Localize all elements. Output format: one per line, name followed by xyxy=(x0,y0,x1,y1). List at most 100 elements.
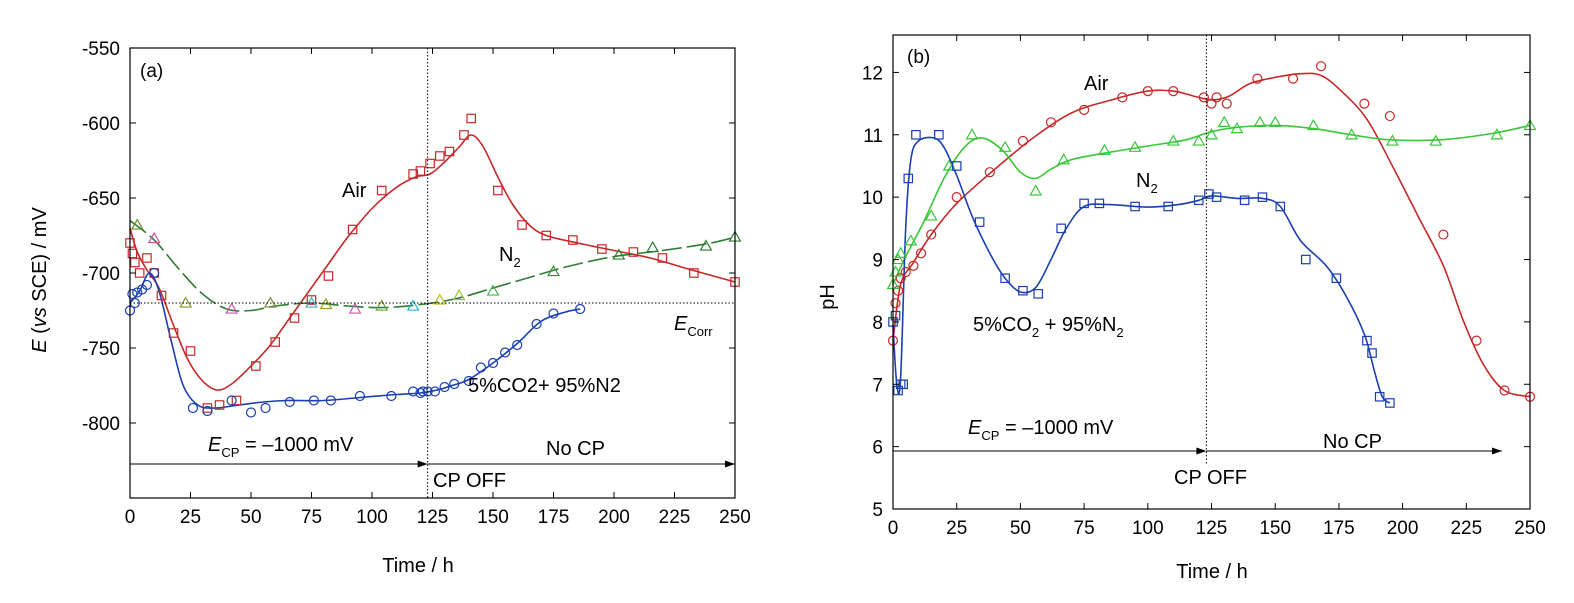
panel-b-air-point xyxy=(915,248,927,259)
panel-b-air-point xyxy=(900,266,911,278)
panel-a-n2-point xyxy=(305,296,318,308)
panel-b-ecp-label: ECP = –1000 mV xyxy=(968,417,1114,443)
panel-a-air-point xyxy=(466,113,477,124)
panel-a-5-co2-95-n2-point xyxy=(354,390,365,402)
panel-b-5-co2-95-n2-point xyxy=(1094,198,1105,209)
panel-a-n2-curve xyxy=(129,219,736,312)
panel-a-air-point xyxy=(168,328,179,338)
panel-a-n2-point xyxy=(263,296,277,308)
panel-a-co2-label: 5%CO2+ 95%N2 xyxy=(468,375,621,397)
panel-a-y-tick-label: -550 xyxy=(82,39,120,60)
panel-a-air-point xyxy=(434,151,445,161)
panel-a-5-co2-95-n2-point xyxy=(187,402,199,414)
panel-a-axes: 0 25 50 75 100 125 150 175 200 225 250 -550 -600 -650… xyxy=(82,39,751,528)
panel-b-n2-point xyxy=(894,246,908,258)
panel-b-5-co2-95-n2-point xyxy=(951,161,962,171)
panel-b-air-point xyxy=(1117,92,1128,103)
panel-a-air-point xyxy=(517,220,527,230)
panel-a-air-point xyxy=(202,403,213,413)
panel-b-air-point xyxy=(1384,110,1395,122)
panel-a-air-point xyxy=(628,247,639,257)
panel-a-y-axis-title: E (vs SCE) / mV xyxy=(29,207,51,353)
panel-a-air-point xyxy=(568,235,578,245)
panel-b-5-co2-95-n2-point xyxy=(974,217,985,227)
panel-b-5-co2-95-n2-point xyxy=(903,173,914,184)
panel-b-air-point xyxy=(890,298,901,309)
panel-a-air-point xyxy=(657,253,668,263)
panel-b-air-point xyxy=(1471,335,1482,346)
panel-b-cp-on-arrow-head xyxy=(1196,447,1207,455)
panel-a-5-co2-95-n2-point xyxy=(386,390,397,402)
panel-b-5-co2-95-n2-point xyxy=(1239,195,1250,206)
panel-a-air-point xyxy=(142,253,152,263)
panel-a-n2-point xyxy=(406,299,420,311)
panel-a-5-co2-95-n2-point xyxy=(408,386,419,397)
panel-b-air-point xyxy=(926,229,937,240)
panel-b-air-point xyxy=(984,167,995,178)
panel-a-n2-point xyxy=(612,248,626,260)
panel-a-air-point xyxy=(444,146,455,157)
panel-b-x-tick-label: 50 xyxy=(1010,518,1031,539)
panel-a-5-co2-95-n2-point xyxy=(429,386,441,397)
panel-b-n2-point xyxy=(1128,140,1142,152)
panel-a-air-label: Air xyxy=(342,180,367,202)
panel-b-x-tick-label: 25 xyxy=(946,518,967,539)
panel-a-5-co2-95-n2-point xyxy=(548,308,559,319)
panel-a-air-point xyxy=(130,257,140,268)
panel-b-cp-off-label: CP OFF xyxy=(1174,467,1247,489)
panel-b-n2-point xyxy=(1268,115,1282,127)
panel-a-x-tick-label: 250 xyxy=(719,507,751,528)
panel-a-5-co2-95-n2-point xyxy=(449,378,460,390)
panel-b-n2-point xyxy=(1230,121,1244,134)
panel-b-air-point xyxy=(895,273,906,284)
panel-a-5-co2-95-n2-point xyxy=(245,407,257,418)
panel-b-axes: 0 25 50 75 100 125 150 175 200 225 250 5 6 7 8 9 10 11 12 xyxy=(862,34,1546,539)
panel-b-5-co2-95-n2-point xyxy=(1275,201,1286,212)
panel-b-x-tick-label: 0 xyxy=(888,518,899,539)
panel-b-x-tick-label: 225 xyxy=(1450,518,1482,539)
panel-b-y-axis-title: pH xyxy=(817,284,839,310)
panel-b-x-tick-label: 175 xyxy=(1323,518,1355,539)
panel-b-no-cp-label: No CP xyxy=(1323,431,1382,453)
panel-b-y-tick-label: 9 xyxy=(872,251,883,272)
panel-a-ecorr-label: ECorr xyxy=(674,313,713,339)
panel-b-5-co2-95-n2-point xyxy=(1000,273,1010,284)
panel-a-y-tick-label: -800 xyxy=(82,414,120,435)
panel-a-label: (a) xyxy=(140,61,163,82)
panel-a-air-point xyxy=(415,166,426,176)
panel-a-markers xyxy=(124,113,742,418)
panel-a-air-point xyxy=(425,158,435,169)
panel-a-5-co2-95-n2-point xyxy=(512,339,523,351)
panel-a-air-point xyxy=(493,185,503,196)
panel-b-air-point xyxy=(1017,135,1029,147)
panel-b-5-co2-95-n2-point xyxy=(1033,289,1044,299)
panel-a-air-point xyxy=(689,268,699,278)
panel-b-air-point xyxy=(1211,92,1222,103)
panel-a-5-co2-95-n2-point xyxy=(475,362,486,373)
panel-a-air-point xyxy=(231,395,242,406)
panel-b-x-tick-label: 250 xyxy=(1514,518,1546,539)
panel-b-markers xyxy=(886,61,1537,408)
panel-a-x-tick-label: 175 xyxy=(538,507,570,528)
panel-b-n2-point xyxy=(1192,134,1206,146)
panel-b-x-tick-label: 200 xyxy=(1387,518,1419,539)
panel-b-5-co2-95-n2-point xyxy=(1362,335,1372,346)
panel-a-n2-point xyxy=(319,297,333,310)
panel-b-n2-point xyxy=(1205,128,1218,140)
panel-a-air-point xyxy=(214,400,225,410)
panel-a-5-co2-95-n2-point xyxy=(202,405,213,417)
panel-a-n2-point xyxy=(130,218,144,230)
panel-a-x-tick-label: 225 xyxy=(659,507,691,528)
panel-b-air-point xyxy=(1315,61,1327,72)
panel-a-air-point xyxy=(376,185,387,196)
panel-a-x-tick-label: 0 xyxy=(125,507,136,528)
panel-a-5-co2-95-n2-point xyxy=(127,288,138,300)
panel-a-air-point xyxy=(541,230,552,241)
panel-b-air-point xyxy=(951,192,962,203)
panel-b-y-tick-label: 7 xyxy=(872,375,883,396)
panel-a-5-co2-95-n2-point xyxy=(260,402,271,414)
panel-a-n2-point xyxy=(452,288,466,301)
panel-a-y-tick-label: -600 xyxy=(82,114,120,135)
panel-b-air-point xyxy=(1168,86,1179,97)
